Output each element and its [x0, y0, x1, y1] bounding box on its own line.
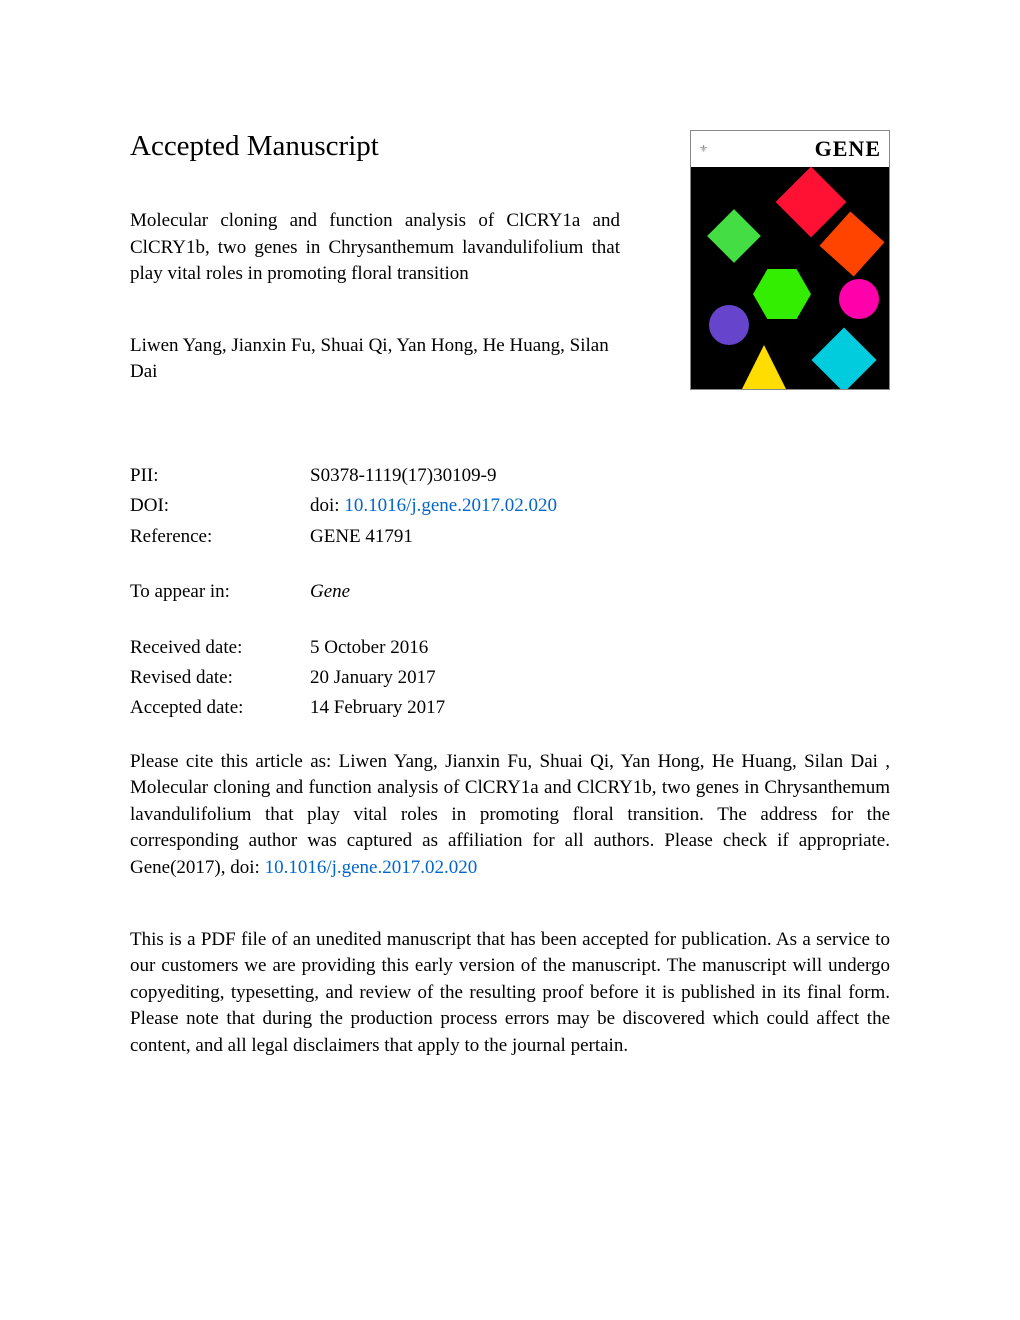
meta-row-accepted: Accepted date: 14 February 2017	[130, 693, 890, 723]
metadata-table-appear: To appear in: Gene	[130, 577, 890, 607]
doi-prefix: doi:	[310, 495, 344, 516]
journal-italic: Gene	[310, 581, 350, 602]
pii-value: S0378-1119(17)30109-9	[310, 461, 890, 491]
revised-label: Revised date:	[130, 663, 310, 693]
doi-value: doi: 10.1016/j.gene.2017.02.020	[310, 491, 890, 521]
journal-cover-thumbnail: ⚜ GENE	[690, 130, 890, 390]
article-title: Molecular cloning and function analysis …	[130, 208, 620, 288]
cover-shape-triangle	[741, 345, 787, 390]
meta-row-doi: DOI: doi: 10.1016/j.gene.2017.02.020	[130, 491, 890, 521]
citation-paragraph: Please cite this article as: Liwen Yang,…	[130, 749, 890, 882]
appear-value: Gene	[310, 577, 890, 607]
meta-row-pii: PII: S0378-1119(17)30109-9	[130, 461, 890, 491]
header-row: Accepted Manuscript Molecular cloning an…	[130, 130, 890, 421]
reference-label: Reference:	[130, 522, 310, 552]
citation-doi-link[interactable]: 10.1016/j.gene.2017.02.020	[265, 857, 478, 878]
cover-shape-square	[820, 212, 885, 277]
meta-row-revised: Revised date: 20 January 2017	[130, 663, 890, 693]
metadata-table-dates: Received date: 5 October 2016 Revised da…	[130, 633, 890, 724]
accepted-label: Accepted date:	[130, 693, 310, 723]
cover-artwork	[691, 167, 889, 389]
appear-label: To appear in:	[130, 577, 310, 607]
left-column: Accepted Manuscript Molecular cloning an…	[130, 130, 620, 421]
meta-row-reference: Reference: GENE 41791	[130, 522, 890, 552]
cover-shape-circle	[709, 305, 749, 345]
accepted-manuscript-heading: Accepted Manuscript	[130, 130, 620, 163]
meta-row-appear: To appear in: Gene	[130, 577, 890, 607]
publisher-logo-icon: ⚜	[699, 144, 708, 155]
cover-shape-hexagon	[753, 269, 811, 319]
revised-value: 20 January 2017	[310, 663, 890, 693]
doi-label: DOI:	[130, 491, 310, 521]
pii-label: PII:	[130, 461, 310, 491]
reference-value: GENE 41791	[310, 522, 890, 552]
received-label: Received date:	[130, 633, 310, 663]
article-authors: Liwen Yang, Jianxin Fu, Shuai Qi, Yan Ho…	[130, 333, 620, 386]
citation-text: Please cite this article as: Liwen Yang,…	[130, 751, 890, 878]
disclaimer-paragraph: This is a PDF file of an unedited manusc…	[130, 927, 890, 1060]
journal-name: GENE	[815, 136, 881, 162]
accepted-value: 14 February 2017	[310, 693, 890, 723]
received-value: 5 October 2016	[310, 633, 890, 663]
cover-shape-diamond	[707, 209, 761, 263]
cover-shape-circle	[839, 279, 879, 319]
doi-link[interactable]: 10.1016/j.gene.2017.02.020	[344, 495, 557, 516]
cover-shape-diamond	[811, 327, 876, 390]
meta-row-received: Received date: 5 October 2016	[130, 633, 890, 663]
metadata-table: PII: S0378-1119(17)30109-9 DOI: doi: 10.…	[130, 461, 890, 552]
cover-header: ⚜ GENE	[691, 131, 889, 167]
